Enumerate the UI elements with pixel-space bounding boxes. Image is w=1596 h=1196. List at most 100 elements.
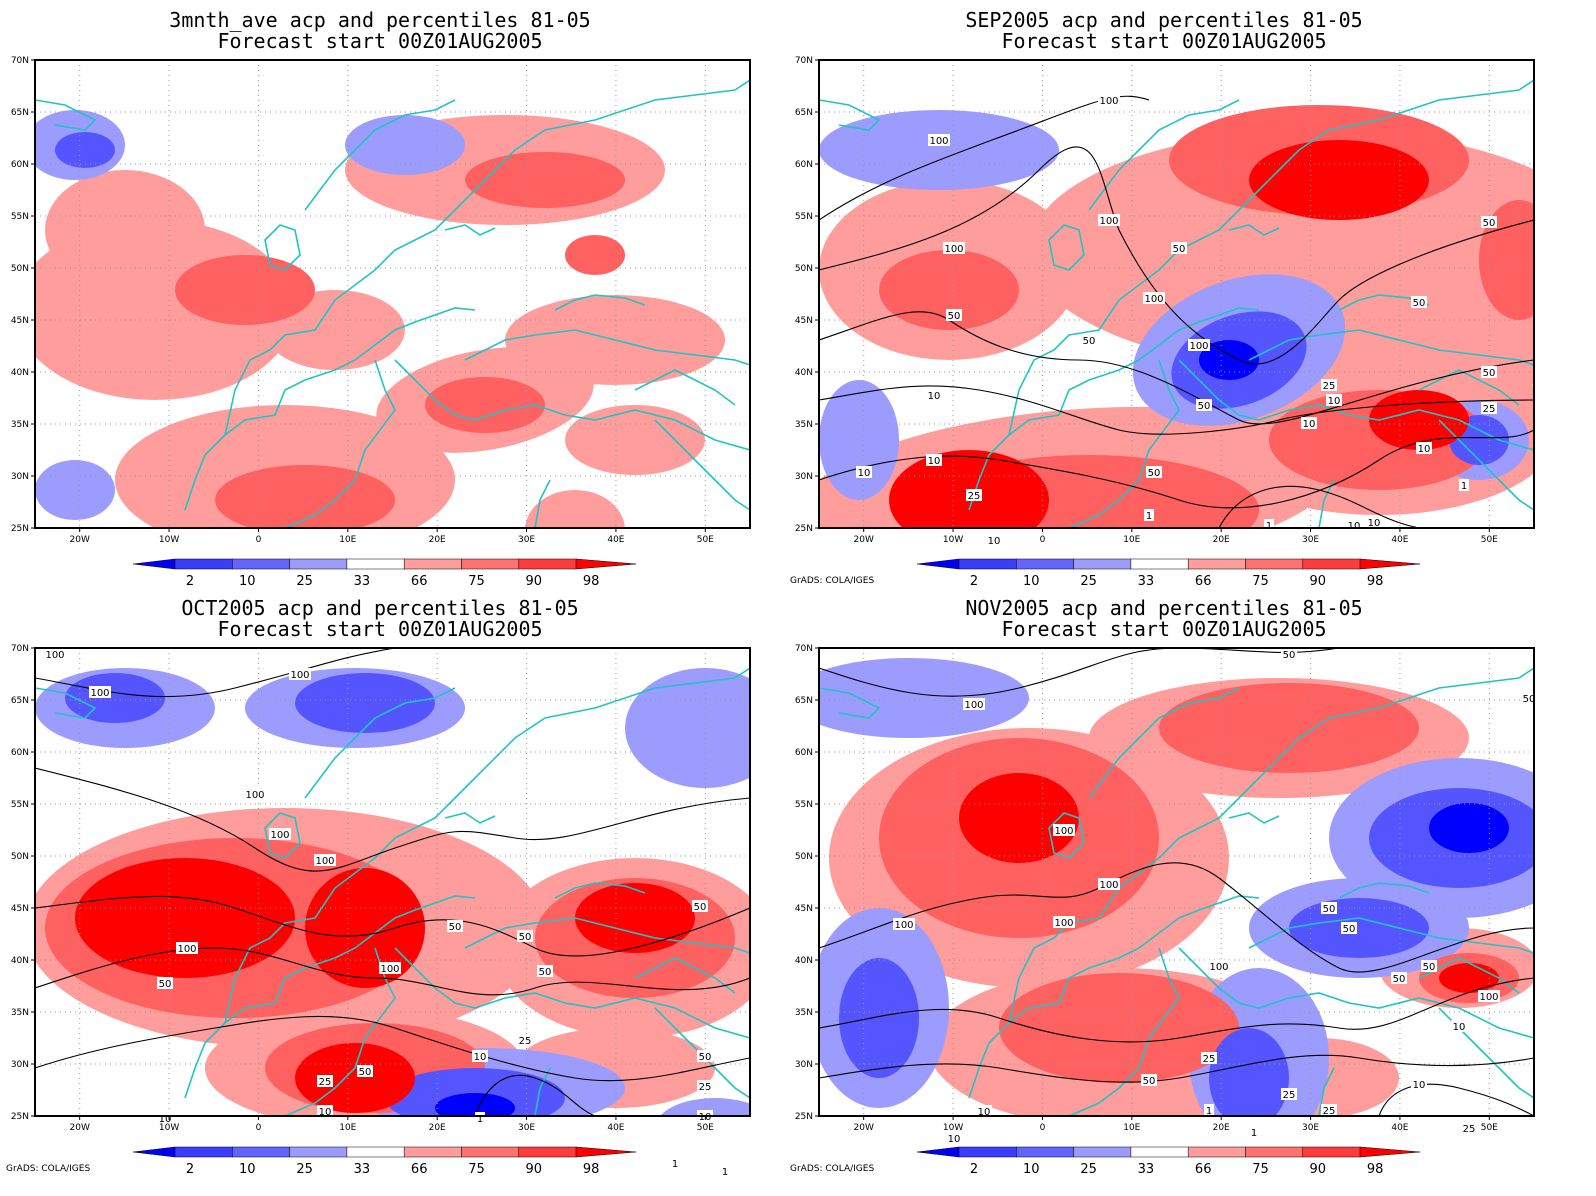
coastline	[464, 917, 750, 954]
lon-tick-label: 10E	[339, 1123, 356, 1133]
coastline	[1048, 812, 1085, 859]
colorbar-arrow-low	[916, 1146, 960, 1158]
coastline	[968, 307, 1260, 511]
colorbar: 2 10 25 33 66 75 90 98	[916, 1146, 1421, 1177]
positive-anomaly-area	[1249, 140, 1429, 220]
negative-anomaly-area	[625, 668, 750, 788]
grads-credit: GrADS: COLA/IGES	[790, 576, 875, 586]
coastline	[1248, 917, 1534, 954]
contour-label: 25	[1481, 402, 1497, 415]
coastline	[534, 1067, 551, 1116]
shaded-field	[35, 60, 750, 528]
contour-value: 1	[722, 1167, 728, 1178]
contour-value: 100	[315, 856, 334, 867]
contour-label: 50	[357, 1065, 373, 1078]
contour-label: 50	[1171, 242, 1187, 255]
lon-tick-label: 10E	[1123, 535, 1140, 545]
coastline	[554, 882, 646, 899]
positive-anomaly-area	[305, 868, 425, 988]
colorbar-label: 75	[468, 574, 485, 589]
contour-value: 50	[948, 311, 961, 322]
panel-3mnth-ave: 70N 65N 60N 55N 50N 45N 40N 35N 30N 25N 20W 10W 0 10E…	[0, 0, 798, 598]
lat-tick-label: 50N	[11, 264, 29, 274]
contour-label: 50	[1341, 922, 1357, 935]
contour-value: 10	[1413, 1080, 1426, 1091]
positive-anomaly-area	[175, 255, 315, 325]
contour-label: 100	[1188, 339, 1210, 352]
lon-tick-label: 20E	[1213, 1123, 1230, 1133]
colorbar-label: 66	[1195, 1162, 1212, 1177]
contour-value: 25	[1323, 1106, 1336, 1117]
contour-value: 50	[1393, 974, 1406, 985]
contour-value: 1	[1206, 1106, 1212, 1117]
contour-label: 10	[946, 1132, 962, 1145]
lon-tick-label: 30E	[518, 1123, 535, 1133]
coastline	[1048, 224, 1085, 271]
lon-tick-label: 10E	[1123, 1123, 1140, 1133]
lat-tick-label: 60N	[795, 748, 813, 758]
lon-tick-label: 30E	[1302, 535, 1319, 545]
contour-value: 50	[1413, 298, 1426, 309]
panel-title: 3mnth_ave acp and percentiles 81-05 Fore…	[0, 10, 760, 52]
lat-tick-label: 55N	[11, 212, 29, 222]
contour-value: 25	[1203, 1054, 1216, 1065]
colorbar-segment	[461, 558, 520, 570]
positive-anomaly-area	[425, 377, 545, 433]
coastline	[444, 224, 496, 236]
contour-label: 100	[1053, 916, 1075, 929]
contour-label: 50	[1081, 334, 1097, 347]
colorbar-segment	[289, 558, 348, 570]
lat-tick-label: 60N	[11, 160, 29, 170]
negative-anomaly-area	[1209, 1028, 1289, 1116]
positive-anomaly-area	[575, 883, 695, 953]
panel-title: SEP2005 acp and percentiles 81-05 Foreca…	[784, 10, 1544, 52]
contour-value: 50	[359, 1067, 372, 1078]
contour-label: 50	[1411, 296, 1427, 309]
lat-tick-label: 25N	[11, 524, 29, 534]
colorbar-segment	[1245, 1146, 1304, 1158]
coastline	[1008, 79, 1534, 436]
positive-anomaly-area	[45, 170, 205, 290]
lat-tick-label: 35N	[11, 1008, 29, 1018]
negative-anomaly-area	[65, 673, 165, 723]
positive-anomaly-area	[1369, 390, 1469, 450]
colorbar-segment	[289, 1146, 348, 1158]
contour-label: 50	[1146, 466, 1162, 479]
contour-label: 100	[1098, 878, 1120, 891]
contour-value: 1	[1146, 511, 1152, 522]
contour-line	[819, 977, 1534, 1043]
coastline	[968, 895, 1260, 1099]
colorbar-segment	[232, 558, 290, 570]
contour-value: 50	[699, 1052, 712, 1063]
colorbar-label: 90	[526, 1162, 543, 1177]
contour-label: 10	[856, 466, 872, 479]
contour-value: 10	[1418, 444, 1431, 455]
contour-label: 25	[517, 1034, 533, 1047]
lon-tick-label: 40E	[1391, 1123, 1408, 1133]
contour-value: 50	[1148, 468, 1161, 479]
contour-value: 1	[1266, 521, 1272, 532]
contour-value: 50	[1323, 904, 1336, 915]
coastline	[634, 957, 736, 994]
contour-value: 10	[1348, 521, 1361, 532]
colorbar-label: 33	[354, 1162, 371, 1177]
contour-value: 10	[1368, 518, 1381, 529]
contour-value: 10	[928, 456, 941, 467]
lon-tick-label: 10W	[943, 535, 963, 545]
lon-tick-label: 10E	[339, 535, 356, 545]
contour-label: 10	[1301, 417, 1317, 430]
colorbar-segment	[1187, 1146, 1246, 1158]
contour-label: 10	[317, 1105, 333, 1118]
coastline	[264, 224, 301, 271]
contour-value: 25	[319, 1077, 332, 1088]
contour-label: 25	[1461, 1122, 1477, 1135]
contour-label: 50	[447, 920, 463, 933]
contour-value: 10	[858, 468, 871, 479]
negative-anomaly-area	[295, 673, 435, 733]
negative-anomaly-area	[35, 460, 115, 520]
colorbar-segment	[1187, 558, 1246, 570]
contour-value: 1	[1461, 481, 1467, 492]
lat-tick-label: 65N	[795, 696, 813, 706]
contour-label: 25	[1201, 1052, 1217, 1065]
